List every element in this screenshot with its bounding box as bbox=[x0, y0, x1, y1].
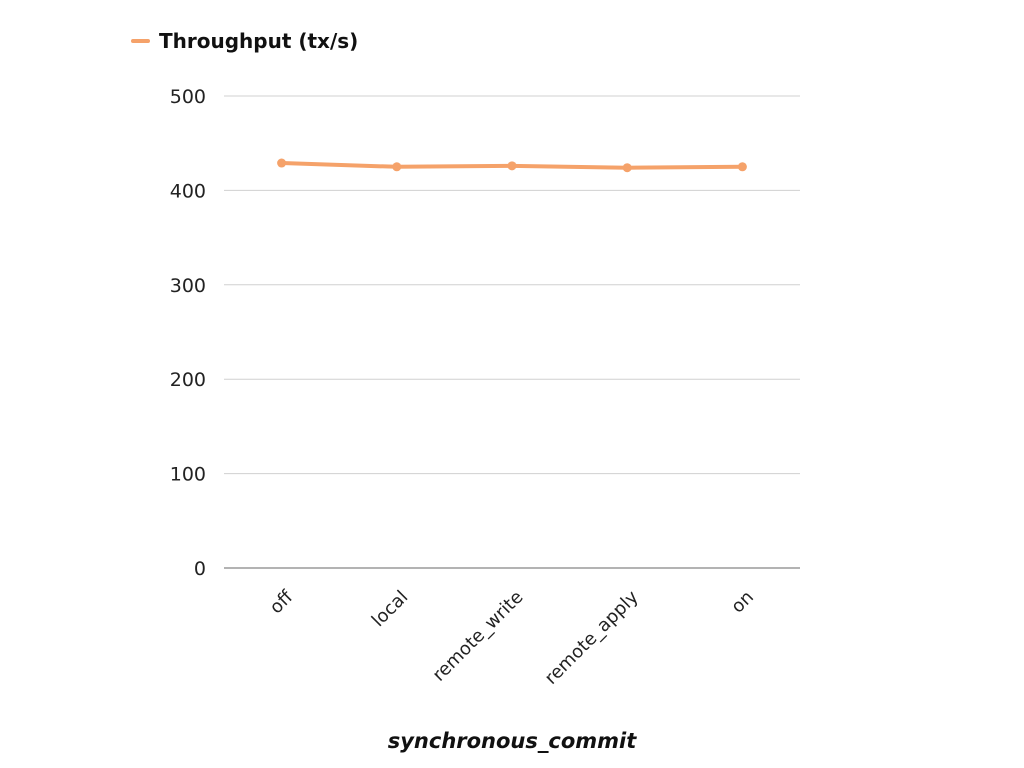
y-tick-label: 300 bbox=[170, 275, 206, 297]
x-axis-ticks: off local remote_write remote_apply on bbox=[266, 586, 758, 688]
y-tick-label: 500 bbox=[170, 86, 206, 108]
series-group bbox=[277, 158, 747, 173]
y-tick-label: 100 bbox=[170, 464, 206, 486]
y-tick-label: 200 bbox=[170, 369, 206, 391]
legend-label: Throughput (tx/s) bbox=[159, 29, 358, 53]
data-point bbox=[622, 163, 632, 173]
legend: Throughput (tx/s) bbox=[131, 29, 358, 53]
y-tick-label: 0 bbox=[194, 558, 206, 580]
data-point bbox=[737, 162, 747, 172]
x-tick-label: remote_apply bbox=[541, 586, 643, 688]
x-tick-label: off bbox=[266, 586, 298, 618]
x-axis-title: synchronous_commit bbox=[388, 729, 637, 753]
x-tick-label: local bbox=[368, 587, 413, 632]
y-axis-ticks: 0 100 200 300 400 500 bbox=[170, 86, 206, 580]
data-point bbox=[277, 158, 287, 168]
data-point bbox=[392, 162, 402, 172]
data-point bbox=[507, 161, 517, 171]
y-tick-label: 400 bbox=[170, 180, 206, 202]
x-tick-label: remote_write bbox=[429, 587, 528, 686]
gridlines bbox=[224, 95, 800, 569]
x-tick-label: on bbox=[727, 587, 758, 618]
